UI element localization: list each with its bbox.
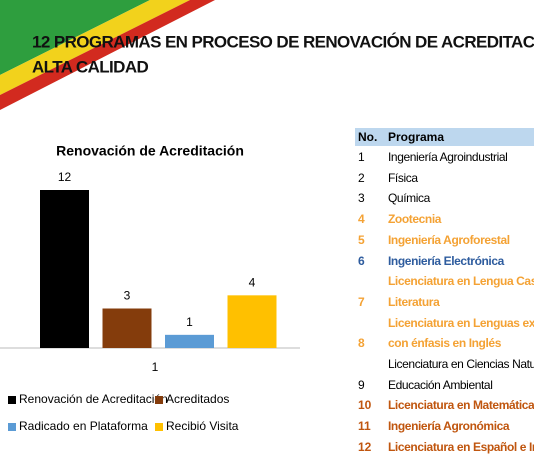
table-cell: Ingeniería Agroindustrial — [388, 150, 508, 164]
legend-swatch — [8, 423, 16, 431]
bar — [40, 190, 89, 348]
x-tick-label: 1 — [152, 360, 159, 374]
table-cell: Licenciatura en Matemáticas — [388, 398, 534, 413]
slide-title: 12 PROGRAMAS EN PROCESO DE RENOVACIÓN DE… — [32, 32, 534, 51]
table-cell: Ingeniería Agronómica — [388, 419, 510, 434]
legend-label: Recibió Visita — [166, 419, 239, 433]
legend-swatch — [155, 396, 163, 404]
table-cell: 9 — [358, 377, 365, 392]
table-cell: Licenciatura en Lenguas extr — [388, 315, 534, 330]
table-cell: Licenciatura en Español e Ing — [388, 439, 534, 454]
table-cell: 4 — [358, 212, 365, 227]
table-cell: Física — [388, 170, 418, 185]
table-cell: No. — [358, 130, 378, 144]
table-cell: Licenciatura en Lengua Caste — [388, 274, 534, 289]
bar — [102, 308, 152, 348]
legend-label: Acreditados — [166, 392, 229, 406]
legend-label: Renovación de Acreditación — [19, 392, 168, 406]
table-cell: 6 — [358, 253, 365, 268]
table-cell: 1 — [358, 150, 365, 164]
table-cell: Zootecnia — [388, 212, 442, 227]
table-cell: Ingeniería Agroforestal — [388, 232, 510, 247]
table-cell: 3 — [358, 191, 365, 206]
legend-label: Radicado en Plataforma — [19, 419, 148, 433]
table-cell: 10 — [358, 398, 372, 413]
legend-swatch — [8, 396, 16, 404]
table-cell: 7 — [358, 294, 365, 309]
table-cell: Licenciatura en Ciencias Natura — [388, 357, 534, 371]
chart-title: Renovación de Acreditación — [56, 143, 244, 159]
table-cell: Programa — [388, 130, 445, 144]
bar — [165, 334, 214, 348]
bar — [227, 295, 277, 348]
table-cell: Ingeniería Electrónica — [388, 253, 504, 268]
table-cell: 11 — [358, 419, 371, 434]
table-cell: 5 — [358, 232, 365, 247]
value-label: 4 — [249, 276, 256, 290]
value-label: 3 — [124, 289, 131, 303]
table-cell: Literatura — [388, 294, 440, 309]
table-cell: 2 — [358, 170, 365, 185]
table-header-bg — [355, 128, 534, 146]
flag-red — [0, 0, 215, 110]
slide-title: ALTA CALIDAD — [32, 57, 149, 76]
table-cell: 8 — [358, 336, 365, 351]
table-cell: 12 — [358, 439, 372, 454]
table-cell: Química — [388, 191, 430, 206]
table-cell: Educación Ambiental — [388, 377, 493, 392]
value-label: 1 — [186, 315, 193, 329]
table-cell: con énfasis en Inglés — [388, 336, 501, 351]
value-label: 12 — [58, 170, 72, 184]
legend-swatch — [155, 423, 163, 431]
